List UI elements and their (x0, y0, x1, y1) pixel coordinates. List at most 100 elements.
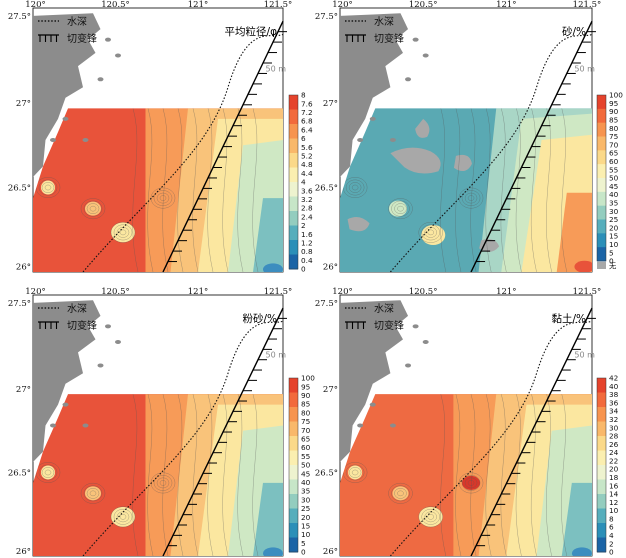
legend-isobath-label: 水深 (67, 16, 87, 28)
colorbar-tick-label: 15 (301, 522, 310, 531)
colorbar-swatch (289, 240, 298, 255)
lat-label: 26° (16, 547, 31, 557)
island (82, 138, 89, 142)
colorbar-tick-label: 20 (609, 465, 619, 474)
colorbar-tick-label: 40 (301, 478, 311, 487)
coastline-land (33, 13, 101, 177)
colorbar-swatch (597, 407, 606, 422)
colorbar-nodata (597, 262, 606, 269)
colorbar-tick-label: 5 (301, 539, 306, 548)
colorbar-tick-label: 60 (609, 157, 619, 166)
colorbar-tick-label: 3.6 (301, 186, 313, 195)
lat-label: 27° (323, 385, 338, 395)
colorbar-tick-label: 0.4 (301, 256, 313, 265)
colorbar-tick-label: 65 (301, 435, 310, 444)
colorbar-swatch (289, 392, 298, 408)
colorbar-tick-label: 0 (609, 548, 614, 557)
colorbar-tick-label: 36 (609, 398, 619, 407)
colorbar-tick-label: 1.2 (301, 239, 313, 248)
colorbar-swatch (597, 421, 606, 437)
colorbar-tick-label: 30 (609, 207, 619, 216)
lon-label: 120° (332, 287, 352, 297)
colorbar-tick-label: 38 (609, 390, 619, 399)
colorbar-tick-label: 70 (609, 140, 619, 149)
colorbar-tick-label: 16 (609, 481, 619, 490)
colorbar-tick-label: 85 (609, 116, 618, 125)
colorbar-swatch (597, 378, 606, 393)
colorbar-swatch (289, 508, 298, 524)
coastline-land (340, 300, 409, 463)
colorbar-tick-label: 75 (301, 417, 310, 426)
lon-label: 120.5° (409, 287, 438, 297)
colorbar-tick-label: 28 (609, 432, 619, 441)
colorbar-tick-label: 4.4 (301, 169, 313, 178)
island (422, 53, 429, 58)
colorbar-tick-label: 0.8 (301, 247, 313, 256)
colorbar-tick-label: 3.2 (301, 195, 313, 204)
isobath-line (82, 320, 284, 557)
colorbar-swatch (289, 407, 298, 422)
contour-field (33, 394, 283, 556)
colorbar-tick-label: 12 (609, 498, 618, 507)
colorbar-tick-label: 2 (609, 539, 614, 548)
lon-label: 121.5° (573, 0, 602, 10)
colorbar-swatch (597, 136, 606, 151)
legend-fault-label: 切变锋 (67, 32, 97, 45)
lat-label: 26.5° (8, 184, 31, 194)
colorbar-tick-label: 100 (301, 374, 315, 383)
colorbar-swatch (597, 164, 606, 179)
colorbar-tick-label: 95 (609, 99, 618, 108)
island (422, 339, 429, 344)
colorbar-tick-label: 6.8 (301, 117, 313, 126)
lat-label: 26.5° (8, 468, 31, 478)
colorbar-swatch (289, 153, 298, 168)
colorbar-tick-label: 90 (301, 391, 311, 400)
colorbar-swatch (597, 205, 606, 220)
colorbar-swatch (289, 436, 298, 451)
colorbar-swatch (289, 494, 298, 509)
lon-label: 120.5° (409, 0, 438, 10)
colorbar-tick-label: 75 (609, 132, 618, 141)
colorbar-swatch (597, 479, 606, 495)
colorbar-tick-label: 70 (301, 426, 311, 435)
lat-label: 27.5° (8, 299, 31, 309)
colorbar-swatch (597, 450, 606, 466)
colorbar-swatch (289, 421, 298, 437)
colorbar-tick-label: 4.8 (301, 160, 313, 169)
colorbar-swatch (289, 182, 298, 197)
lon-label: 121.5° (573, 287, 602, 297)
legend-fault-label: 切变锋 (67, 319, 97, 332)
lat-label: 27° (16, 385, 31, 395)
lon-label: 120° (332, 0, 352, 10)
colorbar-swatch (289, 138, 298, 154)
colorbar-tick-label: 6.4 (301, 125, 313, 134)
colorbar-tick-label: 0 (301, 265, 306, 274)
colorbar-swatch (289, 211, 298, 226)
colorbar-swatch (597, 108, 606, 124)
colorbar-tick-label: 15 (609, 232, 618, 241)
colorbar-swatch (289, 523, 298, 538)
colorbar-swatch (289, 167, 298, 183)
colorbar-swatch (289, 124, 298, 139)
isobath-label: 50 m (574, 351, 595, 360)
colorbar-tick-label: 55 (301, 452, 310, 461)
colorbar-swatch (597, 95, 606, 110)
lon-label: 121° (188, 287, 208, 297)
colorbar-tick-label: 95 (301, 382, 310, 391)
colorbar-swatch (289, 450, 298, 466)
lat-label: 26.5° (315, 184, 338, 194)
colorbar-tick-label: 10 (301, 530, 311, 539)
island (50, 423, 56, 428)
colorbar-tick-label: 5.2 (301, 152, 313, 161)
lat-label: 27° (16, 99, 31, 109)
contour-field (340, 108, 592, 272)
lon-label: 121° (188, 0, 208, 10)
island (369, 116, 376, 121)
colorbar-tick-label: 25 (301, 504, 310, 513)
colorbar-swatch (597, 247, 606, 262)
isobath-line (389, 33, 593, 273)
colorbar-tick-label: 5 (609, 248, 614, 257)
